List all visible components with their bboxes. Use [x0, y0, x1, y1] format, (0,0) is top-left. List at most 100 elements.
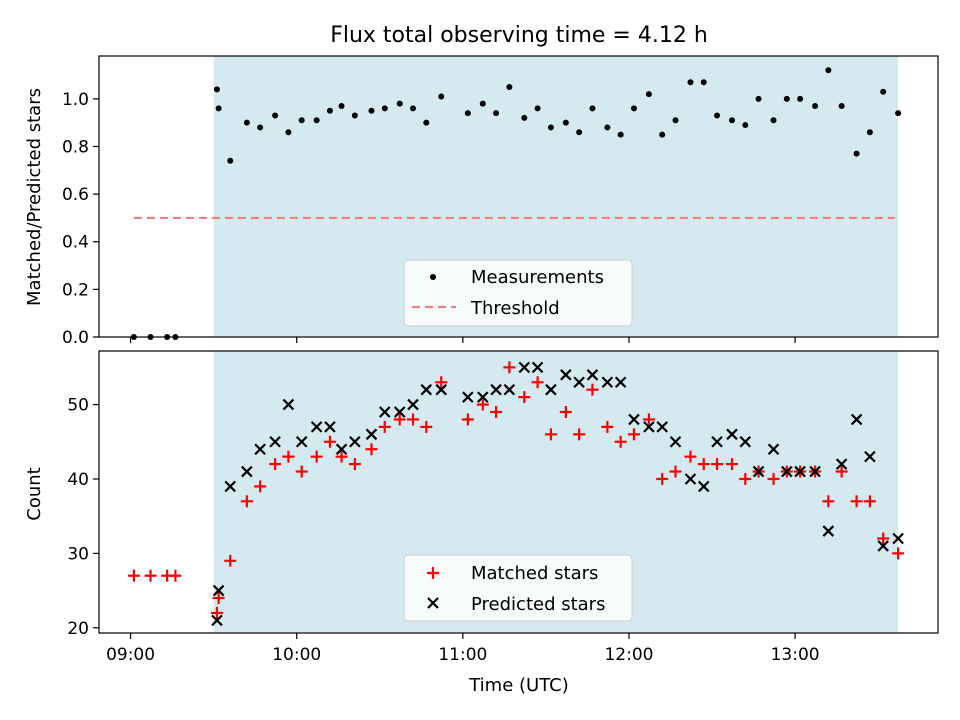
measurement-point — [895, 110, 902, 117]
matched-point — [669, 465, 682, 478]
predicted-point — [794, 465, 806, 478]
measurement-point — [547, 124, 554, 131]
measurement-point — [381, 105, 388, 112]
predicted-point — [573, 376, 585, 389]
predicted-point — [822, 525, 835, 537]
measurement-point — [410, 105, 417, 112]
matched-point — [310, 450, 323, 463]
measurement-point — [298, 117, 305, 124]
measurement-point — [880, 88, 887, 95]
measurement-point — [630, 105, 637, 112]
predicted-point — [545, 383, 557, 396]
count-y-axis: 20 30 40 50 — [67, 396, 99, 639]
matched-point — [601, 420, 614, 433]
measurement-point — [825, 67, 832, 74]
predicted-legend-label: Predicted stars — [471, 594, 605, 615]
matched-point — [240, 495, 253, 508]
measurement-point — [770, 117, 777, 124]
count-y-label: Count — [24, 467, 45, 520]
matched-point — [407, 413, 420, 426]
predicted-point — [781, 465, 793, 478]
predicted-point — [462, 391, 474, 403]
predicted-point — [241, 465, 253, 478]
measurement-points — [130, 67, 902, 340]
measurement-point — [506, 83, 513, 90]
measurement-point — [853, 150, 860, 157]
predicted-point — [490, 383, 502, 396]
matched-point — [850, 495, 863, 508]
measurement-point — [285, 129, 292, 136]
measurement-point — [742, 122, 749, 129]
matched-point — [835, 465, 848, 478]
measurement-point — [272, 112, 279, 119]
measurement-point — [479, 100, 486, 107]
predicted-point — [601, 376, 614, 389]
time-x-axis: 09:00 10:00 11:00 12:00 13:00 — [106, 633, 820, 665]
x-tick-label: 11:00 — [438, 645, 487, 665]
ratio-legend: Measurements Threshold — [403, 259, 633, 327]
measurement-point — [521, 114, 528, 121]
measurement-point — [659, 131, 666, 138]
matched-point — [739, 472, 752, 485]
predicted-point — [269, 435, 281, 448]
ratio-panel: 0.0 0.2 0.4 0.6 0.8 1.0 Matched/Predicted sta… — [24, 55, 939, 348]
ratio-y-tick-label: 0.8 — [62, 137, 89, 157]
matched-point — [877, 532, 890, 545]
matched-point — [656, 472, 669, 485]
predicted-point — [310, 421, 323, 433]
measurements-legend-marker — [430, 274, 436, 280]
matched-point — [169, 569, 182, 582]
predicted-point — [254, 443, 266, 455]
matched-point — [254, 480, 267, 493]
matched-point — [863, 495, 876, 508]
measurement-point — [604, 124, 611, 131]
measurement-point — [672, 117, 679, 124]
matched-point — [518, 391, 531, 404]
predicted-point — [684, 473, 697, 485]
measurement-point — [700, 79, 707, 86]
predicted-point — [324, 421, 336, 433]
measurement-point — [464, 110, 471, 117]
measurement-point — [645, 91, 652, 98]
matched-point — [627, 428, 640, 441]
measurement-point — [728, 117, 735, 124]
threshold-legend-label: Threshold — [470, 298, 560, 319]
matched-point — [711, 458, 724, 471]
predicted-point — [864, 450, 876, 463]
matched-point — [573, 428, 586, 441]
measurement-point — [313, 117, 320, 124]
predicted-point — [224, 480, 237, 493]
predicted-point — [614, 376, 627, 389]
measurements-legend-label: Measurements — [471, 267, 604, 288]
matched-point — [282, 450, 295, 463]
measurement-point — [755, 95, 762, 102]
predicted-point — [752, 465, 765, 478]
ratio-legend-box — [403, 259, 633, 327]
measurement-point — [368, 107, 375, 114]
matched-point — [461, 413, 474, 426]
measurement-point — [687, 79, 694, 86]
matched-point — [822, 495, 835, 508]
measurement-point — [589, 105, 596, 112]
matched-point — [642, 413, 655, 426]
matched-point — [586, 383, 599, 396]
matched-point — [544, 428, 557, 441]
matched-point — [212, 592, 225, 605]
measurement-point — [396, 100, 403, 107]
predicted-point — [420, 383, 433, 396]
matched-point — [295, 465, 308, 478]
matched-point — [393, 413, 406, 426]
ratio-y-tick-label: 0.2 — [62, 280, 89, 300]
matched-point — [559, 406, 572, 419]
predicted-point — [477, 391, 489, 403]
measurement-point — [714, 112, 721, 119]
x-tick-label: 12:00 — [604, 645, 653, 665]
x-tick-label: 13:00 — [771, 645, 820, 665]
measurement-point — [243, 119, 250, 126]
measurement-point — [215, 105, 222, 112]
measurement-point — [493, 110, 500, 117]
matched-point — [323, 435, 336, 448]
measurement-point — [213, 86, 220, 93]
ratio-y-tick-label: 0.4 — [62, 233, 89, 253]
